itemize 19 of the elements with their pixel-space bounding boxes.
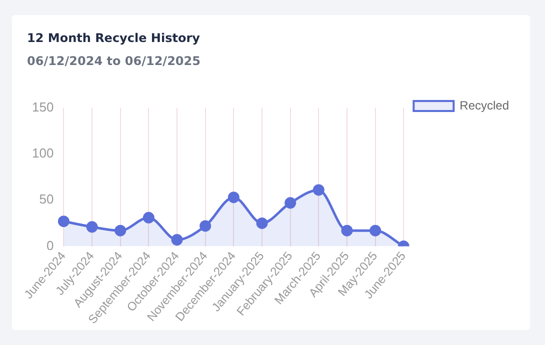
legend-label: Recycled [460, 98, 510, 112]
point [256, 217, 268, 229]
y-tick-label: 0 [46, 238, 54, 253]
point [114, 224, 126, 236]
y-tick-label: 150 [32, 99, 54, 114]
chart-subtitle: 06/12/2024 to 06/12/2025 [27, 54, 200, 68]
y-tick-label: 50 [39, 192, 54, 207]
chart-title: 12 Month Recycle History [27, 31, 200, 45]
point [341, 224, 353, 236]
point [171, 234, 183, 246]
point [312, 184, 324, 196]
point [86, 221, 98, 233]
y-tick-label: 100 [32, 146, 54, 161]
point [284, 197, 296, 209]
point [200, 220, 212, 232]
point [58, 216, 70, 228]
point [142, 212, 154, 224]
point [228, 192, 240, 204]
point [370, 224, 382, 236]
